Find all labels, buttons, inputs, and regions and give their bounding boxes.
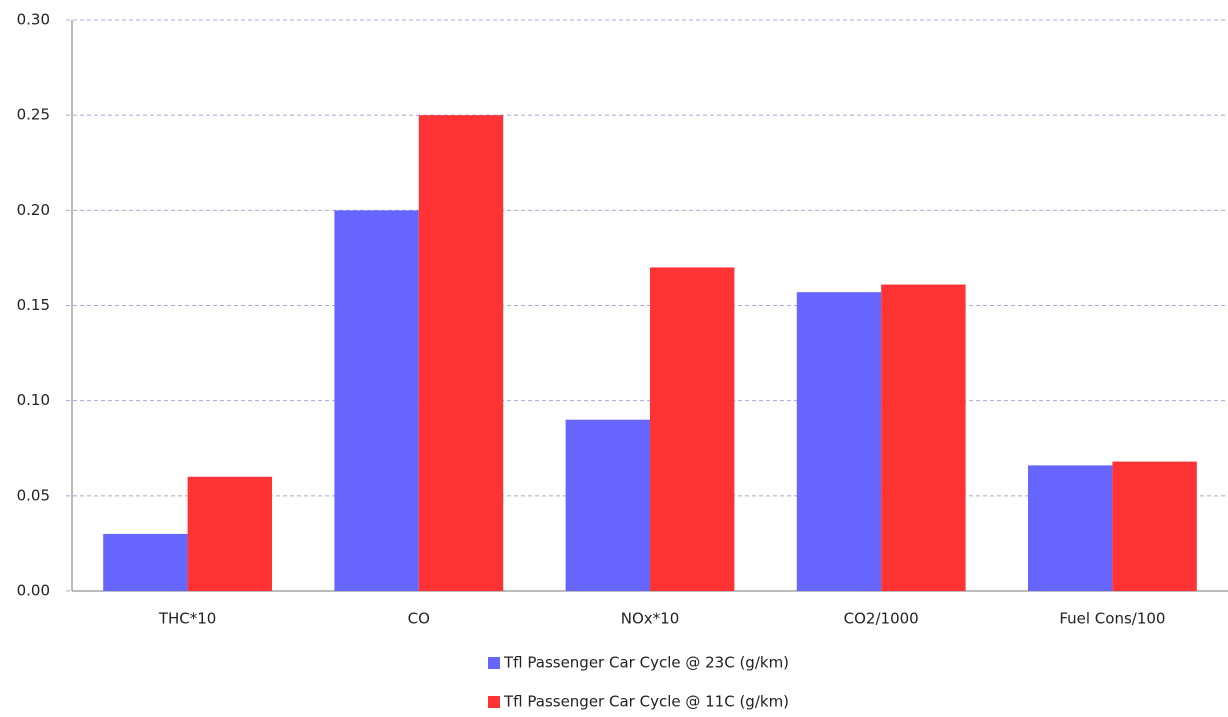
y-tick-label: 0.05 bbox=[17, 486, 50, 504]
bar bbox=[881, 284, 966, 591]
y-tick-label: 0.30 bbox=[17, 11, 50, 29]
x-tick-label: CO2/1000 bbox=[844, 610, 919, 628]
bar bbox=[565, 419, 650, 591]
bar bbox=[1028, 465, 1113, 591]
y-tick-label: 0.10 bbox=[17, 391, 50, 409]
y-tick-label: 0.20 bbox=[17, 201, 50, 219]
y-tick-label: 0.00 bbox=[17, 582, 50, 600]
bar bbox=[418, 115, 504, 592]
bar bbox=[103, 533, 188, 591]
y-tick-label: 0.15 bbox=[17, 296, 50, 314]
x-tick-label: THC*10 bbox=[158, 610, 217, 628]
legend-label: Tfl Passenger Car Cycle @ 11C (g/km) bbox=[503, 693, 789, 711]
x-tick-label: CO bbox=[408, 610, 430, 628]
legend-label: Tfl Passenger Car Cycle @ 23C (g/km) bbox=[503, 654, 789, 672]
bar bbox=[187, 476, 272, 591]
y-tick-label: 0.25 bbox=[17, 106, 50, 124]
bar bbox=[650, 267, 735, 591]
legend-swatch bbox=[488, 657, 500, 669]
bar bbox=[796, 292, 882, 591]
legend-swatch bbox=[488, 696, 500, 708]
x-tick-label: NOx*10 bbox=[621, 610, 680, 628]
bar bbox=[1112, 461, 1197, 591]
bar bbox=[334, 210, 419, 592]
x-tick-label: Fuel Cons/100 bbox=[1059, 610, 1165, 628]
